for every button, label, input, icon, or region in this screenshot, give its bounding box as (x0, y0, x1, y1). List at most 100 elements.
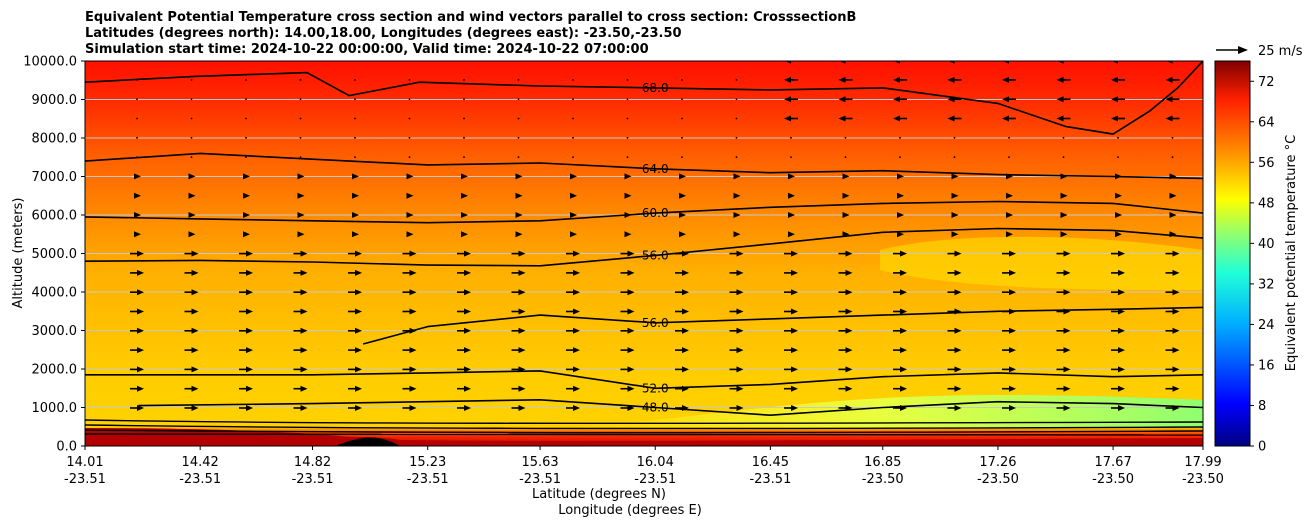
wind-vector (246, 347, 253, 354)
x-tick-label-lon: -23.50 (1092, 472, 1134, 487)
colorbar-ticks: 0 8 16 24 32 40 48 56 64 72 (1250, 75, 1275, 455)
wind-vector (900, 269, 907, 276)
colorbar-tick-label: 48 (1258, 196, 1275, 211)
wind-vector (845, 327, 853, 334)
wind-vector (354, 98, 356, 101)
wind-vector (1063, 385, 1071, 392)
wind-vector (1006, 231, 1013, 238)
wind-vector (735, 98, 738, 101)
wind-vector (897, 212, 904, 218)
wind-vector (191, 269, 199, 276)
wind-vector (409, 289, 417, 296)
colorbar: 0 8 16 24 32 40 48 56 64 72 Equivalent potential … (1214, 60, 1299, 455)
wind-vector (355, 366, 362, 373)
wind-vector (953, 136, 956, 139)
wind-vector (900, 347, 907, 354)
wind-vector (1060, 192, 1068, 199)
wind-vector (844, 156, 847, 159)
wind-vector (518, 385, 526, 392)
wind-vector (1165, 96, 1173, 103)
wind-vector (1172, 347, 1180, 354)
wind-vector (518, 347, 526, 354)
grid-lines (85, 99, 1203, 408)
wind-vector (1002, 96, 1009, 103)
wind-vector (518, 250, 526, 257)
wind-vector (627, 327, 635, 334)
wind-vector (573, 327, 580, 334)
wind-vector (355, 269, 362, 276)
x-axis: 14.01 -23.51 14.42 -23.51 14.82 -23.51 15.23 -2… (64, 446, 1224, 487)
x-tick-label-lat: 14.01 (66, 455, 103, 470)
wind-vector (517, 136, 520, 139)
wind-vector (1171, 136, 1174, 139)
wind-vector (246, 405, 253, 411)
wind-vector (355, 289, 362, 296)
wind-vector (1165, 115, 1173, 122)
wind-vector (408, 117, 411, 120)
wind-vector (1111, 76, 1118, 83)
wind-vector (1165, 76, 1173, 83)
x-tick-label-lon: -23.50 (977, 472, 1019, 487)
wind-vector (1006, 192, 1013, 199)
wind-vector (947, 115, 955, 122)
wind-vector (784, 38, 791, 44)
wind-vector (355, 405, 362, 411)
x-axis-label: Latitude (degrees N) (532, 487, 666, 502)
wind-vector (682, 327, 689, 334)
wind-vector (134, 212, 141, 218)
x-tick-label-lon: -23.51 (407, 472, 449, 487)
wind-vector (736, 385, 744, 392)
wind-vector (842, 192, 850, 199)
wind-vector (573, 385, 580, 392)
wind-vector (355, 250, 362, 257)
contour-line (85, 200, 1203, 224)
wind-vector (1009, 327, 1016, 334)
wind-vector (243, 231, 250, 238)
wind-vector (1063, 366, 1071, 373)
wind-vector (408, 156, 411, 159)
contour-line (85, 370, 1203, 390)
wind-vector (845, 385, 853, 392)
contour-label: 60.0 (642, 206, 669, 220)
wind-vector (464, 347, 471, 354)
wind-vector (517, 117, 520, 120)
y-tick-label: 8000.0 (32, 132, 78, 147)
x-tick-label-lat: 15.63 (521, 455, 558, 470)
wind-vector (463, 79, 465, 81)
wind-vector (464, 289, 471, 296)
contour-label: 56.0 (642, 316, 669, 330)
wind-vector (682, 269, 689, 276)
wind-vector (406, 192, 414, 199)
contour-label: 52.0 (642, 381, 669, 395)
wind-vector (246, 250, 253, 257)
wind-vector (1057, 61, 1064, 64)
wind-vector (246, 308, 253, 315)
wind-vector (1111, 38, 1118, 44)
wind-vector (406, 231, 414, 238)
x-tick-label-lat: 16.45 (752, 455, 789, 470)
y-tick-label: 10000.0 (23, 55, 77, 70)
wind-vector (900, 289, 907, 296)
wind-vector (682, 366, 689, 373)
wind-vector (1118, 308, 1125, 315)
wind-vector (736, 327, 744, 334)
wind-vector (1118, 347, 1125, 354)
wind-vector (190, 79, 193, 81)
wind-vector (736, 405, 744, 411)
wind-vector (842, 173, 850, 180)
wind-vector (464, 327, 471, 334)
colorbar-tick-label: 16 (1258, 358, 1275, 373)
wind-vector (897, 173, 904, 180)
wind-vector (573, 347, 580, 354)
wind-vector (570, 173, 577, 180)
x-tick-label-lon: -23.51 (749, 472, 791, 487)
wind-vector (408, 98, 411, 101)
wind-vector (791, 289, 798, 296)
wind-vector (352, 231, 359, 238)
wind-vector (681, 79, 683, 81)
wind-vector (518, 405, 526, 411)
wind-vector (626, 117, 629, 120)
wind-vector (300, 327, 308, 334)
y-tick-label: 1000.0 (32, 401, 78, 416)
wind-vector (1118, 385, 1125, 392)
